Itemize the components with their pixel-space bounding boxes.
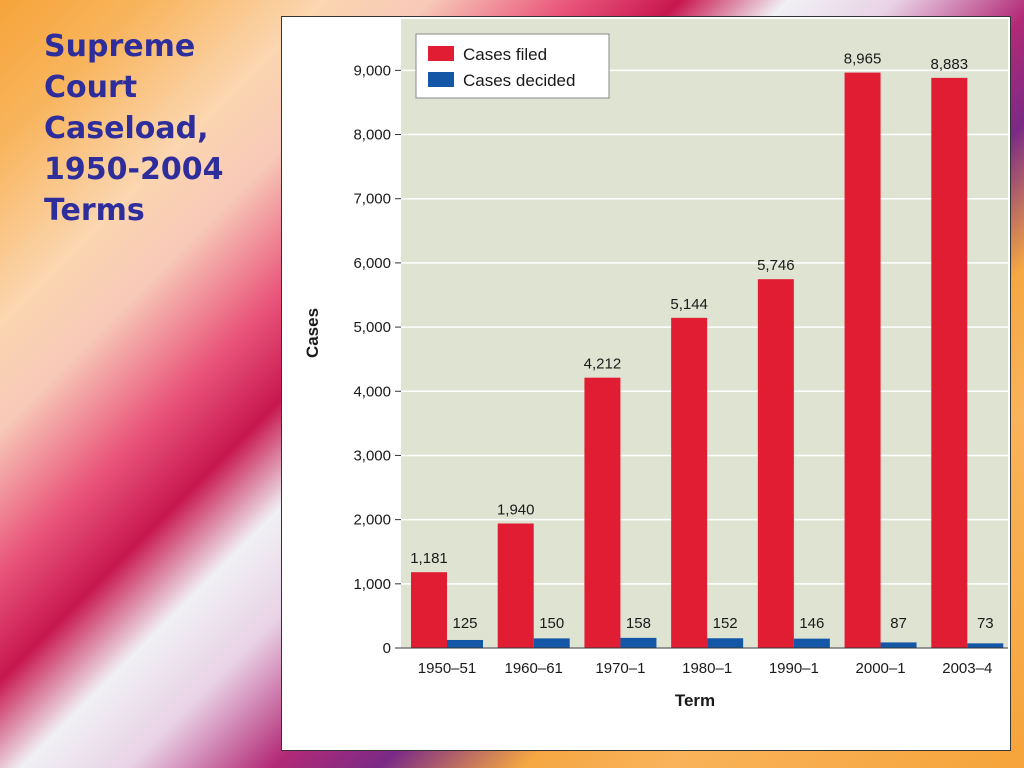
bar-cases-decided [880,642,917,648]
data-label-decided: 87 [890,615,907,632]
legend-label-filed: Cases filed [463,45,547,64]
data-label-filed: 1,181 [410,550,448,567]
slide-title-line: Terms [44,193,145,228]
data-label-filed: 1,940 [497,501,535,518]
y-tick-label: 7,000 [353,191,391,208]
slide-title-line: Caseload, [44,111,209,146]
y-tick-label: 9,000 [353,62,391,79]
y-tick-label: 6,000 [353,255,391,272]
legend-box [415,33,610,99]
data-label-decided: 150 [539,615,564,632]
x-tick-label: 1970–1 [595,660,645,677]
x-tick-label: 1980–1 [682,660,732,677]
y-tick-label: 5,000 [353,319,391,336]
data-label-filed: 5,144 [670,296,708,313]
bar-cases-decided [620,637,657,648]
data-label-decided: 73 [977,615,994,632]
y-axis-title: Cases [303,308,322,358]
y-tick-label: 1,000 [353,576,391,593]
y-tick-label: 2,000 [353,512,391,529]
bar-cases-decided [533,638,570,648]
bars: 1,181 125 1,940 150 4,212 158 5,144 152 5,746 146… [410,51,1004,648]
bar-cases-filed [411,572,447,648]
legend-swatch-filed [428,46,454,61]
bar-cases-filed [671,317,708,648]
x-axis-title: Term [675,691,715,710]
x-tick-label: 1960–61 [505,660,563,677]
data-label-filed: 5,746 [757,257,795,274]
y-tick-label: 4,000 [353,383,391,400]
bar-cases-decided [967,643,1004,648]
legend-swatch-decided [428,72,454,87]
bar-cases-filed [757,279,794,648]
slide-title-line: Supreme [44,29,196,64]
bar-cases-decided [707,638,744,648]
bar-cases-decided [793,638,830,648]
bar-cases-filed [584,377,621,648]
data-label-filed: 8,883 [931,56,969,73]
x-tick-label: 2000–1 [856,660,906,677]
chart-frame: 0 1,000 2,000 3,000 4,000 5,000 6,000 7,000 8,00… [281,16,1011,751]
data-label-decided: 146 [799,615,824,632]
y-tick-label: 8,000 [353,127,391,144]
bar-cases-filed [497,523,534,648]
data-label-decided: 158 [626,615,651,632]
data-label-filed: 4,212 [584,356,622,373]
bar-cases-filed [844,72,881,648]
y-axis-ticks: 0 1,000 2,000 3,000 4,000 5,000 6,000 7,000 8,00… [353,62,401,657]
data-label-decided: 152 [713,615,738,632]
data-label-decided: 125 [452,615,477,632]
data-label-filed: 8,965 [844,51,882,68]
slide-title-line: 1950-2004 [44,152,224,187]
bar-chart: 0 1,000 2,000 3,000 4,000 5,000 6,000 7,000 8,00… [303,19,1008,710]
legend: Cases filed Cases decided [415,33,610,99]
bar-cases-filed [931,77,968,648]
y-tick-label: 3,000 [353,447,391,464]
x-tick-label: 2003–4 [942,660,992,677]
legend-label-decided: Cases decided [463,71,575,90]
x-tick-label: 1950–51 [418,660,476,677]
x-tick-label: 1990–1 [769,660,819,677]
bar-cases-decided [447,639,483,648]
slide-title-line: Court [44,70,138,105]
slide-title: Supreme Court Caseload, 1950-2004 Terms [44,26,274,231]
y-tick-label: 0 [383,640,391,657]
x-axis-ticks: 1950–51 1960–61 1970–1 1980–1 1990–1 2000–1 20… [418,660,993,677]
